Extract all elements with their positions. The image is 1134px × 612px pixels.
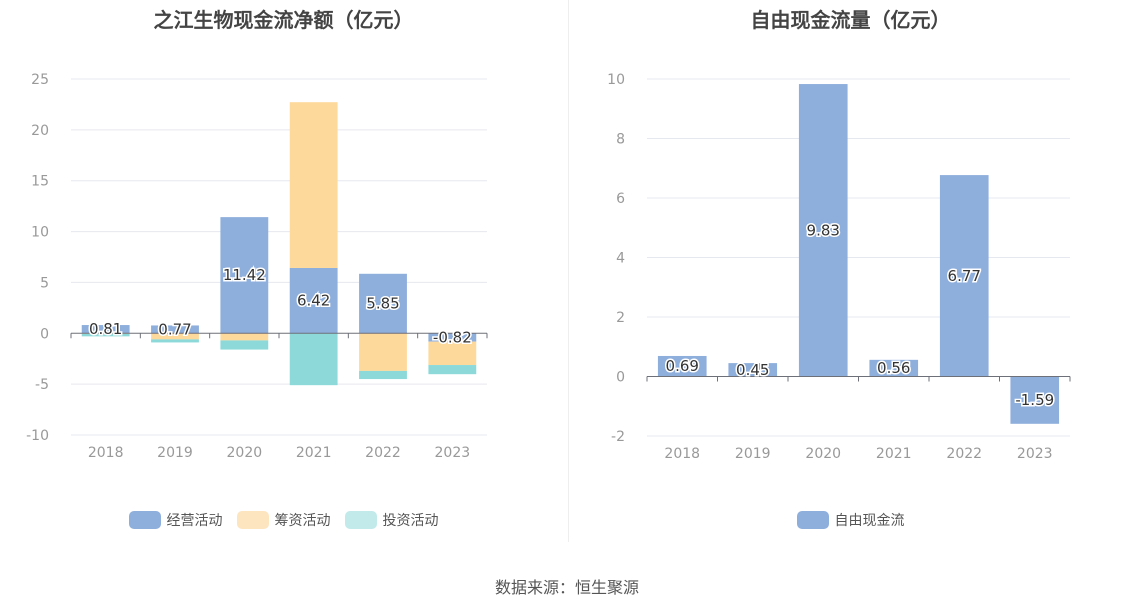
left-bar bbox=[359, 273, 407, 334]
right-chart-panel: 自由现金流量（亿元） -2 0 2 4 6 8 10 2018 2019 2020 2021 2022… bbox=[567, 0, 1134, 545]
legend-left: 经营活动 筹资活动 投资活动 bbox=[0, 510, 567, 530]
left-bar bbox=[289, 333, 338, 386]
right-bar bbox=[939, 175, 989, 377]
left-data-label: 0.77 bbox=[158, 320, 191, 338]
legend-swatch-investing bbox=[344, 511, 377, 529]
left-bar bbox=[220, 217, 269, 334]
legend-label-free-cash-flow: 自由现金流 bbox=[834, 513, 905, 529]
left-bar bbox=[359, 370, 407, 380]
legend-label-operating: 经营活动 bbox=[166, 513, 223, 529]
right-y-tick-label: 10 bbox=[607, 72, 625, 88]
right-x-tick-label: 2023 bbox=[1017, 446, 1053, 462]
legend-swatch-free-cash-flow bbox=[796, 511, 829, 529]
right-x-tick-label: 2022 bbox=[946, 446, 982, 462]
left-x-tick-label: 2019 bbox=[157, 445, 193, 461]
legend-swatch-operating bbox=[128, 511, 161, 529]
right-y-tick-label: 8 bbox=[616, 132, 625, 148]
right-x-tick-label: 2021 bbox=[876, 446, 912, 462]
left-y-tick-label: -10 bbox=[26, 428, 49, 444]
left-x-tick-label: 2021 bbox=[296, 445, 332, 461]
left-bar bbox=[289, 102, 338, 268]
right-y-tick-label: 2 bbox=[616, 310, 625, 326]
left-y-tick-label: -5 bbox=[35, 377, 49, 393]
right-bar bbox=[728, 363, 778, 377]
left-chart-panel: 之江生物现金流净额（亿元） -10 -5 0 5 10 15 20 25 2018 2019 202… bbox=[0, 0, 567, 545]
left-bar bbox=[151, 333, 199, 340]
left-x-tick-label: 2023 bbox=[435, 445, 471, 461]
left-y-tick-label: 0 bbox=[40, 326, 49, 342]
legend-label-financing: 筹资活动 bbox=[274, 513, 331, 529]
left-bar bbox=[81, 325, 130, 334]
left-data-label: 11.42 bbox=[223, 266, 266, 284]
chart-title-left: 之江生物现金流净额（亿元） bbox=[153, 8, 414, 32]
right-y-tick-label: -2 bbox=[611, 429, 625, 445]
left-bar bbox=[151, 339, 199, 343]
panel-divider bbox=[568, 0, 569, 542]
right-x-tick-label: 2019 bbox=[735, 446, 771, 462]
right-data-label: 0.45 bbox=[736, 361, 769, 379]
right-y-tick-label: 4 bbox=[616, 251, 625, 267]
right-bar bbox=[1010, 376, 1060, 424]
left-y-tick-label: 15 bbox=[31, 174, 49, 190]
right-bar bbox=[869, 359, 919, 377]
right-data-label: 6.77 bbox=[948, 267, 981, 285]
legend-item-operating[interactable]: 经营活动 bbox=[128, 510, 223, 530]
left-bar bbox=[428, 365, 477, 375]
left-bar bbox=[220, 340, 269, 350]
left-y-tick-label: 5 bbox=[40, 275, 49, 291]
left-x-tick-label: 2022 bbox=[365, 445, 401, 461]
legend-label-investing: 投资活动 bbox=[382, 513, 439, 529]
legend-swatch-financing bbox=[236, 511, 269, 529]
left-bar bbox=[220, 333, 269, 341]
left-y-tick-label: 25 bbox=[31, 72, 49, 88]
right-x-tick-label: 2018 bbox=[664, 446, 700, 462]
left-bar bbox=[359, 333, 407, 371]
left-bar bbox=[289, 267, 338, 334]
left-bar bbox=[428, 341, 477, 366]
legend-item-free-cash-flow[interactable]: 自由现金流 bbox=[796, 510, 905, 530]
right-bar bbox=[798, 84, 848, 377]
left-data-label: 6.42 bbox=[297, 292, 330, 310]
left-x-tick-label: 2018 bbox=[88, 445, 124, 461]
right-data-label: 0.56 bbox=[877, 359, 910, 377]
left-bar bbox=[151, 325, 199, 334]
legend-right: 自由现金流 bbox=[567, 510, 1134, 530]
data-source: 数据来源：恒生聚源 bbox=[494, 578, 639, 597]
chart-title-right: 自由现金流量（亿元） bbox=[750, 8, 951, 32]
right-y-tick-label: 0 bbox=[616, 370, 625, 386]
right-data-label: -1.59 bbox=[1015, 391, 1054, 409]
right-y-tick-label: 6 bbox=[616, 191, 625, 207]
left-bar bbox=[428, 333, 477, 342]
legend-item-financing[interactable]: 筹资活动 bbox=[236, 510, 331, 530]
left-y-tick-label: 10 bbox=[31, 225, 49, 241]
left-chart-svg: -10 -5 0 5 10 15 20 25 2018 2019 2020 2021 2022 2023 0… bbox=[26, 72, 488, 461]
right-chart-svg: -2 0 2 4 6 8 10 2018 2019 2020 2021 2022 2023 0.69 0.4… bbox=[607, 72, 1071, 462]
left-data-label: 0.81 bbox=[89, 320, 122, 338]
left-data-label: -0.82 bbox=[433, 328, 472, 346]
left-y-tick-label: 20 bbox=[31, 123, 49, 139]
left-data-label: 5.85 bbox=[366, 295, 399, 313]
right-data-label: 0.69 bbox=[666, 357, 699, 375]
right-x-tick-label: 2020 bbox=[805, 446, 841, 462]
right-data-label: 9.83 bbox=[807, 221, 840, 239]
left-bar bbox=[81, 333, 130, 337]
legend-item-investing[interactable]: 投资活动 bbox=[344, 510, 439, 530]
right-bar bbox=[657, 355, 707, 377]
left-x-tick-label: 2020 bbox=[227, 445, 263, 461]
